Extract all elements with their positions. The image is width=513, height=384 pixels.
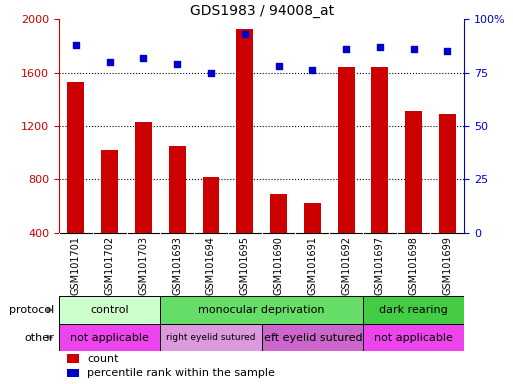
Text: GSM101699: GSM101699 bbox=[442, 236, 452, 295]
Text: count: count bbox=[87, 354, 119, 364]
Point bbox=[140, 55, 148, 61]
Bar bbox=[67, 354, 80, 363]
Point bbox=[106, 59, 114, 65]
Title: GDS1983 / 94008_at: GDS1983 / 94008_at bbox=[190, 4, 333, 18]
Point bbox=[207, 70, 215, 76]
Point bbox=[274, 63, 283, 69]
Point bbox=[308, 67, 317, 73]
Bar bbox=[160, 324, 262, 351]
Text: GSM101702: GSM101702 bbox=[105, 236, 114, 295]
Text: GSM101703: GSM101703 bbox=[139, 236, 148, 295]
Text: not applicable: not applicable bbox=[374, 333, 453, 343]
Text: percentile rank within the sample: percentile rank within the sample bbox=[87, 368, 275, 378]
Bar bbox=[338, 67, 354, 233]
Bar bbox=[101, 150, 118, 233]
Point bbox=[241, 31, 249, 37]
Point bbox=[443, 48, 451, 54]
Text: not applicable: not applicable bbox=[70, 333, 149, 343]
Text: GSM101694: GSM101694 bbox=[206, 236, 216, 295]
Bar bbox=[135, 122, 152, 233]
Point bbox=[72, 42, 80, 48]
Point bbox=[342, 46, 350, 52]
Text: GSM101698: GSM101698 bbox=[409, 236, 419, 295]
Text: GSM101695: GSM101695 bbox=[240, 236, 250, 295]
Bar bbox=[363, 324, 464, 351]
Point bbox=[409, 46, 418, 52]
Text: GSM101701: GSM101701 bbox=[71, 236, 81, 295]
Bar bbox=[236, 28, 253, 233]
Text: left eyelid sutured: left eyelid sutured bbox=[262, 333, 363, 343]
Text: GSM101692: GSM101692 bbox=[341, 236, 351, 295]
Text: right eyelid sutured: right eyelid sutured bbox=[166, 333, 255, 342]
Bar bbox=[262, 324, 363, 351]
Text: GSM101693: GSM101693 bbox=[172, 236, 182, 295]
Bar bbox=[67, 369, 80, 377]
Text: GSM101691: GSM101691 bbox=[307, 236, 317, 295]
Bar bbox=[169, 146, 186, 233]
Bar bbox=[203, 177, 220, 233]
Bar bbox=[270, 194, 287, 233]
Point bbox=[173, 61, 181, 67]
Text: protocol: protocol bbox=[9, 305, 54, 315]
Bar bbox=[363, 296, 464, 324]
Text: other: other bbox=[24, 333, 54, 343]
Bar bbox=[371, 67, 388, 233]
Bar bbox=[67, 82, 84, 233]
Text: GSM101697: GSM101697 bbox=[375, 236, 385, 295]
Point bbox=[376, 44, 384, 50]
Text: GSM101690: GSM101690 bbox=[273, 236, 284, 295]
Bar bbox=[59, 324, 160, 351]
Bar bbox=[439, 114, 456, 233]
Bar bbox=[59, 296, 160, 324]
Text: control: control bbox=[90, 305, 129, 315]
Bar bbox=[304, 204, 321, 233]
Text: dark rearing: dark rearing bbox=[379, 305, 448, 315]
Bar bbox=[160, 296, 363, 324]
Bar bbox=[405, 111, 422, 233]
Text: monocular deprivation: monocular deprivation bbox=[199, 305, 325, 315]
